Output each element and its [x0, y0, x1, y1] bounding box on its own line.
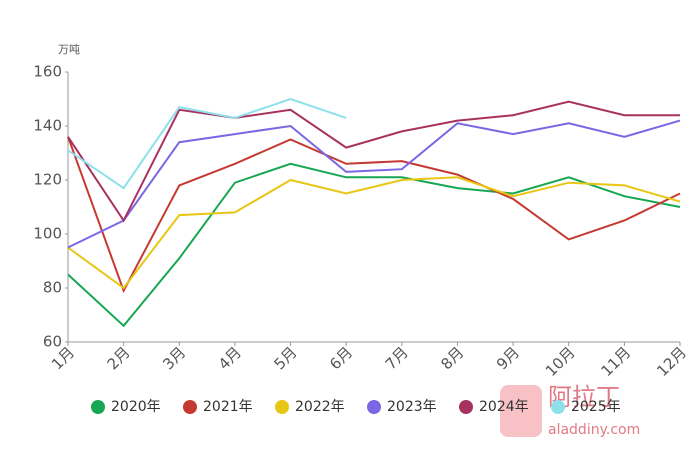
legend-marker: [459, 400, 473, 414]
y-tick-label: 80: [43, 279, 62, 297]
y-tick-label: 160: [33, 63, 62, 81]
x-tick-label: 3月: [159, 343, 189, 373]
x-tick-label: 2月: [104, 343, 134, 373]
x-tick-label: 5月: [270, 343, 300, 373]
legend-marker: [275, 400, 289, 414]
series-line: [67, 162, 681, 328]
series-line: [67, 176, 681, 290]
series-line: [67, 119, 681, 249]
x-tick-label: 7月: [382, 343, 412, 373]
legend-label: 2025年: [571, 399, 621, 415]
legend-label: 2023年: [387, 399, 437, 415]
legend-marker: [91, 400, 105, 414]
legend-marker: [551, 400, 565, 414]
legend-marker: [183, 400, 197, 414]
x-tick-label: 12月: [653, 343, 690, 380]
x-tick-label: 9月: [493, 343, 523, 373]
y-tick-label: 60: [43, 333, 62, 351]
x-tick-label: 4月: [215, 343, 245, 373]
legend-label: 2024年: [479, 399, 529, 415]
x-tick-label: 11月: [598, 343, 635, 380]
y-tick-label: 140: [33, 117, 62, 135]
legend-label: 2022年: [295, 399, 345, 415]
series-line: [67, 100, 680, 223]
x-tick-label: 8月: [437, 343, 467, 373]
legend-label: 2020年: [111, 399, 161, 415]
x-tick-label: 10月: [542, 343, 579, 380]
x-tick-label: 6月: [326, 343, 356, 373]
logo-url: aladdiny.com: [548, 422, 640, 438]
y-tick-label: 100: [33, 225, 62, 243]
legend-marker: [367, 400, 381, 414]
series-line: [67, 136, 681, 294]
y-tick-label: 120: [33, 171, 62, 189]
unit-label: 万吨: [58, 43, 80, 56]
logo-icon: [500, 385, 542, 437]
series-line: [67, 97, 347, 190]
legend-label: 2021年: [203, 399, 253, 415]
